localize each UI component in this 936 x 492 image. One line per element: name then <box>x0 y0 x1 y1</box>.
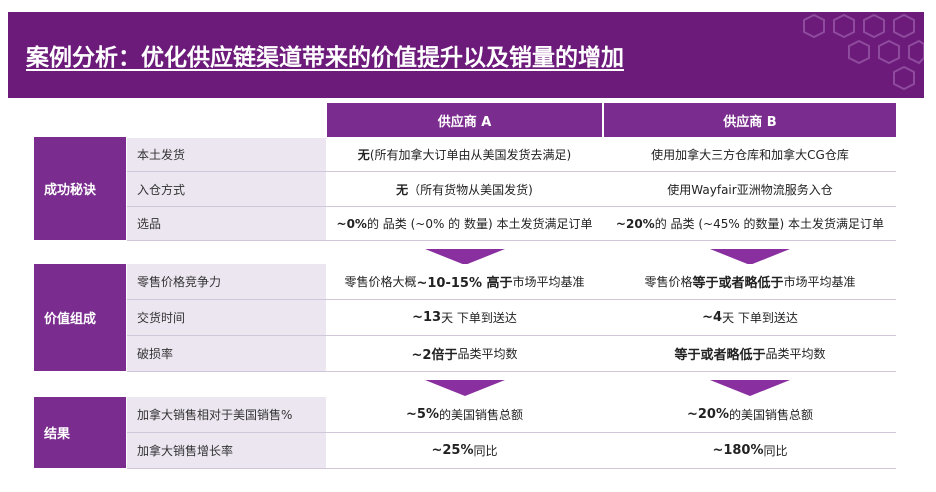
cell-b-canada-vs-us-sales: ~20% 的美国销售总额 <box>604 397 896 432</box>
row-divider <box>127 171 896 172</box>
row-divider <box>127 206 896 207</box>
down-arrow-b-1 <box>710 249 790 265</box>
cell-a-delivery-time: ~13 天 下单到送达 <box>327 300 602 335</box>
row-label-price-competitiveness: 零售价格竞争力 <box>127 264 326 299</box>
group-label-results: 结果 <box>34 397 126 468</box>
row-divider <box>127 432 896 433</box>
cell-a-price-competitiveness: 零售价格大概 ~10-15% 高于 市场平均基准 <box>327 264 602 299</box>
group-label-success: 成功秘诀 <box>34 137 126 240</box>
header-supplier-b: 供应商 B <box>604 103 896 137</box>
row-divider <box>127 240 896 241</box>
page-title: 案例分析：优化供应链渠道带来的价值提升以及销量的增加 <box>26 45 624 71</box>
cell-b-damage-rate: 等于或者略低于 品类平均数 <box>604 336 896 371</box>
row-label-canada-sales-growth: 加拿大销售增长率 <box>127 433 326 468</box>
down-arrow-a-2 <box>425 380 505 396</box>
header-supplier-a: 供应商 A <box>327 103 602 137</box>
cell-b-delivery-time: ~4 天 下单到送达 <box>604 300 896 335</box>
row-divider <box>127 335 896 336</box>
cell-a-selection: ~0% 的 品类 (~0% 的 数量) 本土发货满足订单 <box>327 207 602 240</box>
cell-b-warehousing: 使用Wayfair亚洲物流服务入仓 <box>604 172 896 206</box>
row-label-selection: 选品 <box>127 207 326 240</box>
row-label-canada-vs-us-sales: 加拿大销售相对于美国销售% <box>127 397 326 432</box>
cell-a-warehousing: 无 （所有货物从美国发货) <box>327 172 602 206</box>
cell-a-local-shipping: 无 (所有加拿大订单由从美国发货去满足) <box>327 138 602 171</box>
group-label-value: 价值组成 <box>34 264 126 371</box>
down-arrow-a-1 <box>425 249 505 265</box>
row-label-delivery-time: 交货时间 <box>127 300 326 335</box>
cell-b-canada-sales-growth: ~180% 同比 <box>604 433 896 468</box>
row-label-warehousing: 入仓方式 <box>127 172 326 206</box>
title-banner: 案例分析：优化供应链渠道带来的价值提升以及销量的增加 <box>8 12 924 98</box>
row-divider <box>127 299 896 300</box>
row-label-local-shipping: 本土发货 <box>127 138 326 171</box>
cell-a-canada-vs-us-sales: ~5% 的美国销售总额 <box>327 397 602 432</box>
cell-b-selection: ~20% 的 品类 (~45% 的数量) 本土发货满足订单 <box>604 207 896 240</box>
row-divider <box>127 371 896 372</box>
hexagon-pattern-decoration <box>803 13 924 91</box>
cell-a-canada-sales-growth: ~25% 同比 <box>327 433 602 468</box>
row-label-damage-rate: 破损率 <box>127 336 326 371</box>
row-divider <box>127 468 896 469</box>
cell-b-price-competitiveness: 零售价格 等于或者略低于 市场平均基准 <box>604 264 896 299</box>
cell-a-damage-rate: ~2倍于 品类平均数 <box>327 336 602 371</box>
cell-b-local-shipping: 使用加拿大三方仓库和加拿大CG仓库 <box>604 138 896 171</box>
down-arrow-b-2 <box>710 380 790 396</box>
